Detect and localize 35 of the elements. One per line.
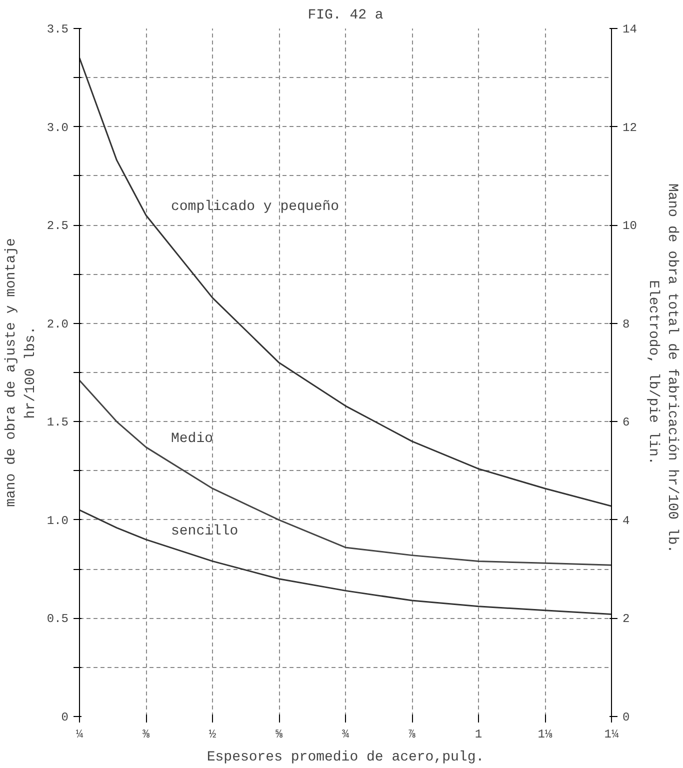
x-tick-label: ⅜ (142, 728, 150, 742)
y-axis-title: mano de obra de ajuste y montaje hr/100 lbs. (4, 238, 39, 507)
chart-title: FIG. 42 a (308, 8, 384, 24)
y2-tick-label: 6 (622, 416, 630, 430)
line-series (80, 509, 612, 616)
series-label: Medio (171, 431, 214, 448)
line-series (80, 57, 612, 507)
y-tick-label: 0.5 (46, 612, 69, 626)
series-label: sencillo (171, 524, 238, 540)
x-tick-label: ¾ (342, 728, 350, 742)
y2-tick-label: 14 (622, 22, 637, 36)
y-tick-label: 3.5 (46, 22, 69, 36)
y-tick-label: 2.0 (46, 317, 69, 332)
x-tick-label: ¼ (76, 728, 84, 742)
series-label: complicado y pequeño (171, 199, 340, 216)
y2-tick-label: 2 (622, 612, 630, 626)
x-tick-label: ⅞ (408, 728, 416, 742)
y-tick-label: 2.5 (46, 219, 69, 234)
x-tick-label: 1¼ (604, 728, 620, 742)
y-tick-label: 1.5 (46, 416, 69, 430)
y-tick-label: 3.0 (46, 120, 69, 135)
x-tick-label: ⅝ (275, 728, 284, 742)
x-tick-label: 1⅛ (538, 728, 553, 742)
y2-axis-title: Mano de obra total de fabricación hr/100 lb. Electrodo, lb/pie lin. (644, 183, 680, 554)
y2-tick-label: 10 (622, 219, 637, 234)
x-axis-title: Espesores promedio de acero,pulg. (206, 750, 484, 766)
y2-tick-label: 8 (622, 317, 630, 332)
line-series (80, 380, 612, 566)
y2-tick-label: 12 (622, 120, 637, 135)
x-tick-label: 1 (474, 728, 482, 742)
y-tick-label: 1.0 (46, 514, 69, 528)
y-tick-label: 0 (61, 710, 68, 724)
y2-tick-label: 4 (622, 514, 630, 528)
y2-tick-label: 0 (622, 710, 630, 724)
x-tick-label: ½ (208, 728, 217, 742)
